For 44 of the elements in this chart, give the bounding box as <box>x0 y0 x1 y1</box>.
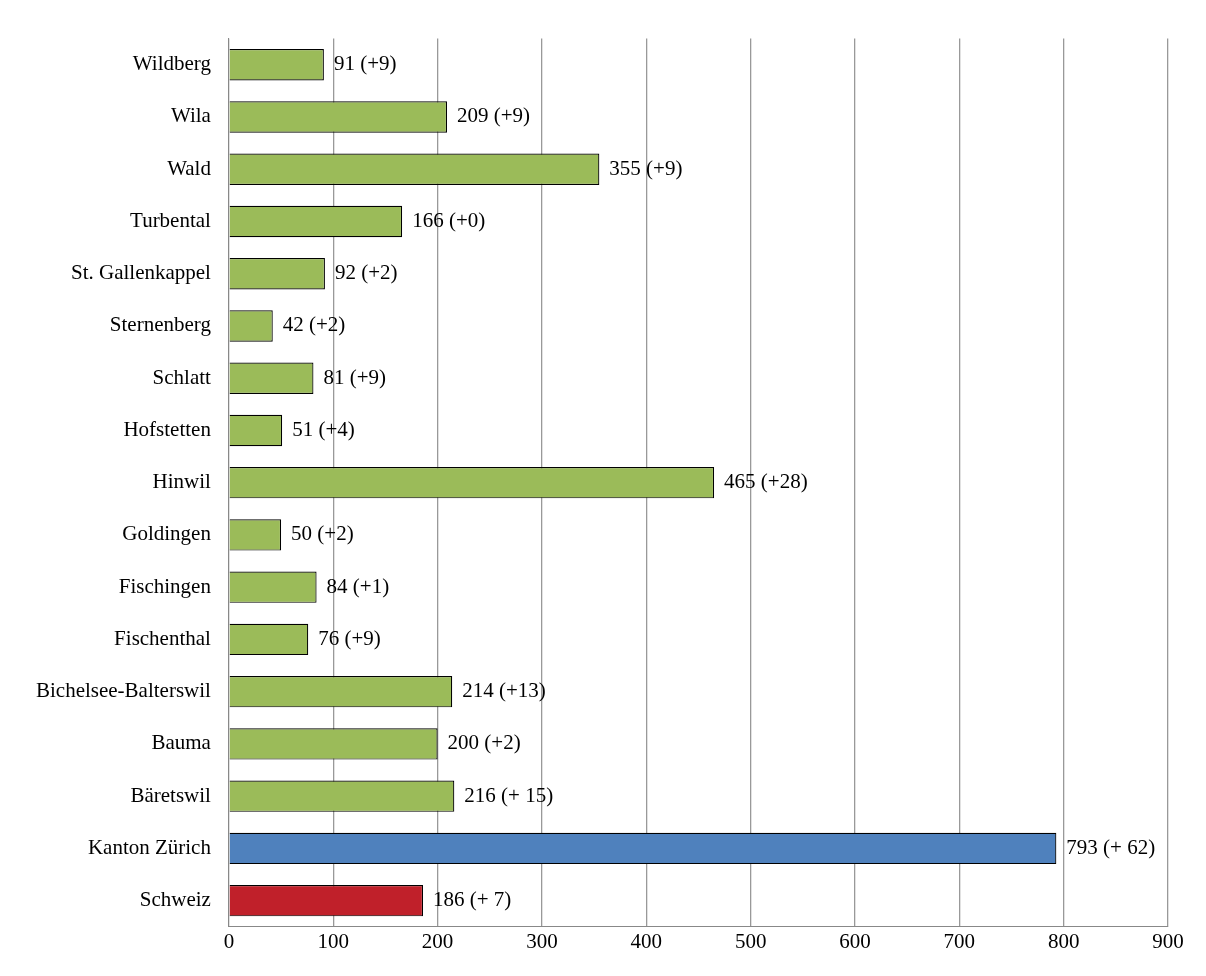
x-tick-label: 200 <box>421 928 454 953</box>
data-label: 355 (+9) <box>609 155 683 180</box>
data-label: 465 (+28) <box>724 469 808 494</box>
x-tick-label: 500 <box>734 928 767 953</box>
data-label: 76 (+9) <box>318 625 381 650</box>
y-tick-label: Fischenthal <box>114 625 212 650</box>
x-tick-label: 700 <box>943 928 976 953</box>
y-tick-label: Schweiz <box>139 887 211 912</box>
y-tick-label: Sternenberg <box>109 312 212 337</box>
data-label: 81 (+9) <box>323 364 387 389</box>
x-tick-label: 100 <box>317 928 350 953</box>
data-label: 209 (+9) <box>457 103 531 128</box>
x-tick-label: 400 <box>630 928 663 953</box>
data-label: 216 (+ 15) <box>464 782 554 807</box>
y-tick-label: Turbental <box>130 207 212 232</box>
y-tick-label: Wila <box>170 103 212 128</box>
y-tick-label: St. Gallenkappel <box>70 260 212 285</box>
y-tick-label: Fischingen <box>118 573 212 598</box>
data-label: 793 (+ 62) <box>1066 834 1156 859</box>
data-label: 42 (+2) <box>282 312 346 337</box>
data-label: 91 (+9) <box>333 51 397 76</box>
x-tick-label: 900 <box>1152 928 1184 953</box>
y-tick-label: Hofstetten <box>123 416 212 441</box>
y-tick-label: Kanton Zürich <box>87 834 212 859</box>
y-tick-label: Bäretswil <box>130 782 212 807</box>
data-label: 200 (+2) <box>447 730 521 755</box>
y-tick-label: Bichelsee-Balterswil <box>35 678 212 703</box>
x-tick-label: 300 <box>526 928 558 953</box>
y-tick-label: Bauma <box>151 730 212 755</box>
data-label: 92 (+2) <box>334 260 398 285</box>
data-label: 166 (+0) <box>412 207 486 232</box>
data-label: 50 (+2) <box>291 521 354 546</box>
data-label: 186 (+ 7) <box>433 887 512 912</box>
y-tick-label: Hinwil <box>152 469 212 494</box>
data-label: 51 (+4) <box>292 416 355 441</box>
data-label: 84 (+1) <box>326 573 390 598</box>
y-tick-label: Goldingen <box>122 521 212 546</box>
x-tick-label: 600 <box>839 928 871 953</box>
y-tick-label: Schlatt <box>152 364 212 389</box>
x-tick-label: 800 <box>1047 928 1080 953</box>
y-tick-label: Wildberg <box>132 51 212 76</box>
x-tick-label: 0 <box>223 928 235 953</box>
y-tick-label: Wald <box>167 155 212 180</box>
data-label: 214 (+13) <box>462 678 546 703</box>
